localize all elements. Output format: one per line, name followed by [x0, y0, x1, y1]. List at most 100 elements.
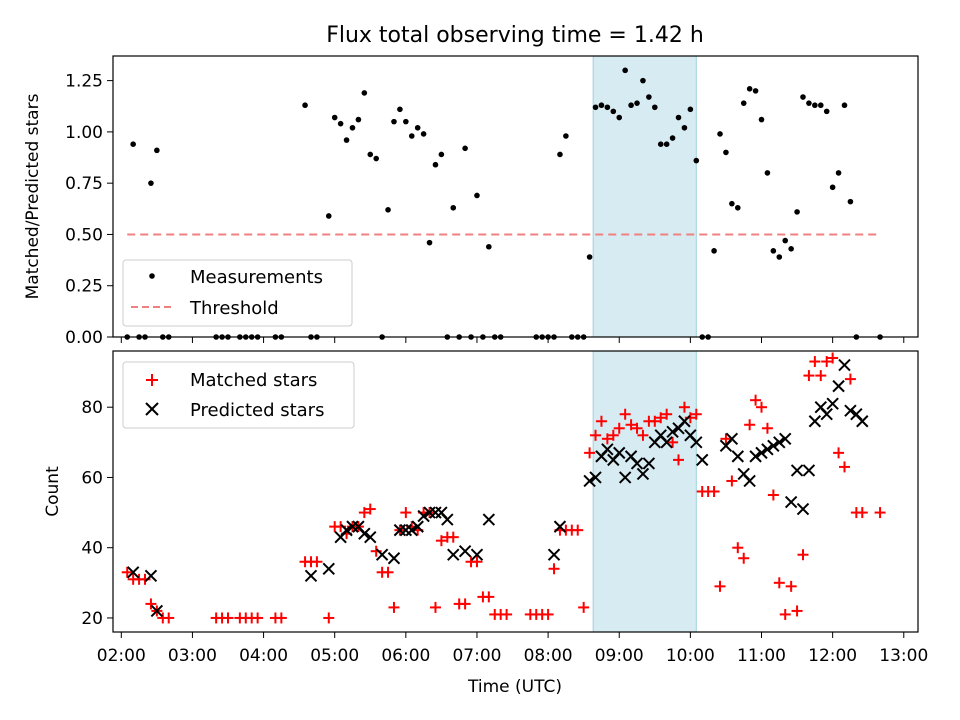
measurement-point: [426, 239, 433, 246]
measurement-point: [403, 118, 409, 125]
matched-star-point: [649, 415, 661, 427]
measurement-point: [800, 94, 806, 100]
measurement-point: [337, 120, 344, 127]
matched-star-point: [572, 524, 584, 536]
matched-star-point: [678, 401, 690, 413]
predicted-star-point: [583, 474, 596, 488]
measurement-point: [355, 116, 362, 123]
measurement-point: [154, 147, 160, 154]
measurement-point: [616, 114, 623, 121]
matched-star-point: [838, 461, 850, 473]
legend-predicted-label: Predicted stars: [190, 400, 324, 421]
measurement-point: [758, 116, 765, 123]
measurement-point: [343, 137, 350, 143]
matched-star-point: [435, 535, 447, 547]
matched-star-point: [732, 542, 744, 554]
matched-star-point: [584, 447, 596, 459]
matched-star-point: [601, 433, 613, 445]
matched-star-point: [364, 503, 376, 515]
measurement-point: [669, 135, 676, 141]
matched-star-point: [252, 612, 264, 624]
measurement-point: [331, 114, 338, 121]
measurement-point: [586, 254, 593, 260]
matched-star-point: [275, 612, 287, 624]
predicted-star-point: [725, 432, 739, 446]
predicted-star-point: [630, 457, 644, 470]
predicted-star-point: [731, 450, 745, 463]
predicted-star-point: [856, 415, 869, 428]
legend-predicted-marker: [145, 402, 159, 416]
measurement-point: [592, 104, 599, 111]
measurement-point: [752, 88, 759, 94]
measurement-point: [841, 102, 848, 109]
matched-star-point: [744, 419, 756, 431]
predicted-star-point: [547, 548, 561, 561]
top-y-tick-label: 1.00: [65, 123, 103, 143]
matched-star-point: [323, 612, 335, 624]
measurement-point: [823, 108, 830, 115]
matched-star-point: [459, 598, 471, 610]
measurement-point: [835, 170, 842, 176]
matched-star-point: [756, 401, 768, 413]
predicted-star-point: [784, 495, 798, 509]
x-tick-label: 05:00: [310, 646, 359, 666]
predicted-star-point: [636, 467, 650, 481]
measurement-point: [610, 108, 617, 115]
measurement-point: [717, 131, 723, 137]
matched-star-point: [619, 408, 631, 420]
matched-star-point: [382, 566, 394, 578]
predicted-star-point: [553, 520, 567, 533]
top-legend: Measurements Threshold: [122, 259, 353, 327]
matched-star-point: [471, 556, 483, 568]
predicted-star-point: [447, 548, 460, 561]
x-tick-label: 04:00: [239, 646, 288, 666]
predicted-star-point: [790, 464, 804, 477]
top-y-axis-label: Matched/Predicted stars: [23, 93, 43, 299]
predicted-star-point: [601, 443, 614, 456]
bottom-highlight-span: [592, 350, 697, 633]
bottom-axis-ticks: 20 40 60 80 02:00 03:00 04:00 05:00 06:00 07:00 08…: [81, 398, 928, 666]
bottom-y-tick-label: 40: [81, 539, 103, 559]
measurement-point: [681, 124, 688, 131]
star-count-points: [121, 352, 886, 624]
predicted-star-point: [773, 436, 786, 449]
matched-star-point: [809, 356, 821, 368]
measurement-point: [414, 124, 421, 131]
matched-star-point: [779, 608, 791, 620]
matched-star-point: [785, 580, 797, 592]
matched-star-point: [637, 429, 649, 441]
legend-threshold-label: Threshold: [189, 298, 279, 319]
matched-star-point: [222, 612, 234, 624]
measurement-point: [829, 184, 836, 191]
matched-star-point: [631, 422, 643, 434]
matched-star-point: [590, 429, 602, 441]
matched-star-point: [797, 549, 809, 561]
matched-star-point: [655, 412, 667, 424]
measurement-point: [148, 180, 154, 186]
matched-star-point: [773, 577, 785, 589]
predicted-star-point: [749, 450, 762, 463]
top-panel: 0.00 0.25 0.50 0.75 1.00 1.25 Matched/Predict…: [23, 55, 919, 348]
bottom-panel: 20 40 60 80 02:00 03:00 04:00 05:00 06:00 07:00 08…: [43, 350, 928, 666]
matched-star-point: [388, 601, 400, 613]
matched-star-point: [542, 608, 554, 620]
matched-star-point: [358, 507, 370, 519]
predicted-star-point: [844, 404, 857, 417]
predicted-star-point: [618, 471, 632, 484]
measurement-point: [361, 90, 368, 96]
bottom-y-tick-label: 60: [81, 468, 103, 488]
matched-star-point: [613, 422, 625, 434]
legend-matched-label: Matched stars: [190, 370, 317, 391]
x-tick-label: 03:00: [168, 646, 217, 666]
matched-star-point: [738, 552, 750, 564]
matched-star-point: [827, 352, 839, 364]
top-axis-ticks: 0.00 0.25 0.50 0.75 1.00 1.25: [65, 72, 905, 348]
predicted-star-point: [820, 408, 833, 421]
matched-star-point: [673, 454, 685, 466]
matched-star-point: [815, 370, 827, 382]
predicted-star-point: [696, 453, 709, 467]
predicted-star-point: [470, 548, 484, 561]
measurement-point: [557, 151, 563, 158]
measurement-point: [438, 151, 445, 158]
